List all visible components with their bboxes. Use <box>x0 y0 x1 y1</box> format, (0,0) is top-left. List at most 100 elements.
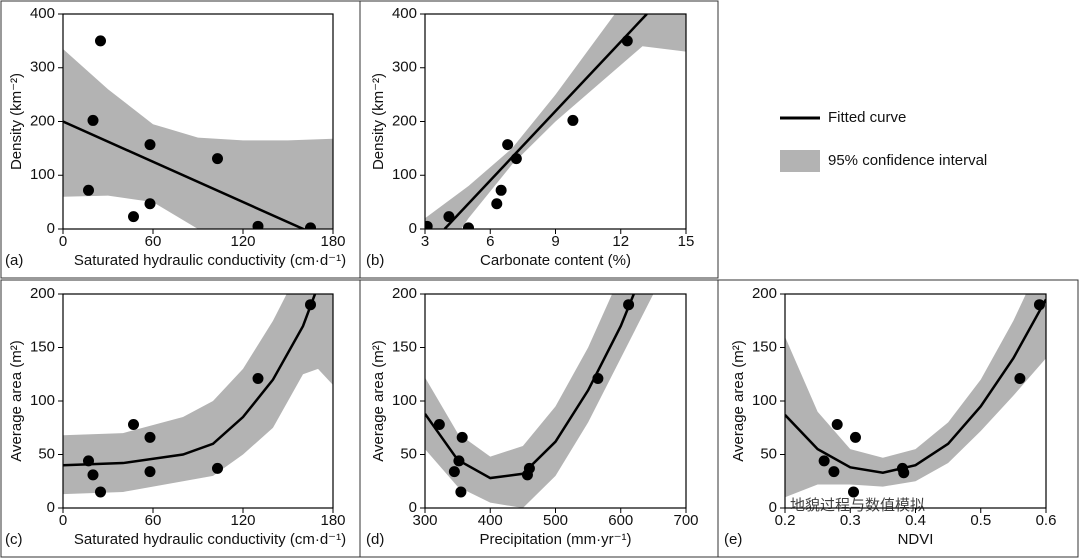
panel-label: (a) <box>5 252 23 269</box>
x-axis-label: Precipitation (mm·yr⁻¹) <box>479 531 631 548</box>
x-tick-label: 500 <box>543 512 568 529</box>
x-axis-label: NDVI <box>898 531 934 548</box>
x-tick-label: 180 <box>320 233 345 250</box>
data-point <box>87 469 99 481</box>
x-tick-label: 400 <box>478 512 503 529</box>
y-tick-label: 100 <box>752 392 777 409</box>
x-axis-label: Carbonate content (%) <box>480 252 631 269</box>
x-tick-label: 0.5 <box>970 512 991 529</box>
data-point <box>848 486 860 498</box>
x-tick-label: 120 <box>230 233 255 250</box>
y-tick-label: 200 <box>30 285 55 302</box>
confidence-band <box>425 14 686 229</box>
data-point <box>567 114 579 126</box>
data-point <box>510 153 522 165</box>
data-point <box>212 462 223 474</box>
y-tick-label: 200 <box>30 112 55 129</box>
watermark: 地貌过程与数值模拟 <box>790 497 925 514</box>
y-tick-label: 200 <box>752 285 777 302</box>
data-point <box>83 455 94 467</box>
data-point <box>502 139 514 151</box>
data-point <box>831 419 843 431</box>
panel-label: (b) <box>366 252 384 269</box>
data-point <box>849 431 861 443</box>
y-tick-label: 100 <box>30 392 55 409</box>
y-tick-label: 200 <box>392 285 417 302</box>
x-tick-label: 0 <box>59 233 67 250</box>
data-point <box>456 431 468 443</box>
x-tick-label: 12 <box>612 233 629 250</box>
plot-area <box>63 35 333 229</box>
data-point <box>144 466 156 478</box>
panel-label: (d) <box>366 531 384 548</box>
y-tick-label: 300 <box>392 59 417 76</box>
plot-area <box>425 14 686 229</box>
y-axis-label: Density (km⁻²) <box>8 73 25 170</box>
data-point <box>455 486 467 498</box>
data-point <box>443 211 455 223</box>
data-point <box>144 139 156 151</box>
data-point <box>128 211 139 223</box>
data-point <box>491 198 503 210</box>
data-point <box>305 299 316 311</box>
x-tick-label: 300 <box>412 512 437 529</box>
y-tick-label: 300 <box>30 59 55 76</box>
x-tick-label: 0.2 <box>775 512 796 529</box>
y-tick-label: 150 <box>392 338 417 355</box>
y-tick-label: 0 <box>769 499 777 516</box>
data-point <box>128 419 139 431</box>
y-tick-label: 0 <box>47 220 55 237</box>
x-axis-label: Saturated hydraulic conductivity (cm·d⁻¹… <box>74 531 346 548</box>
data-point <box>1014 373 1026 385</box>
x-tick-label: 9 <box>551 233 559 250</box>
y-tick-label: 150 <box>30 338 55 355</box>
x-tick-label: 0.3 <box>840 512 861 529</box>
panel-label: (e) <box>724 531 742 548</box>
data-point <box>898 467 910 479</box>
x-tick-label: 6 <box>486 233 494 250</box>
panel-frame <box>717 279 1079 558</box>
y-tick-label: 400 <box>30 5 55 22</box>
y-tick-label: 0 <box>47 499 55 516</box>
legend-swatch <box>780 150 820 172</box>
data-point <box>212 153 223 165</box>
panel-frame <box>359 0 719 279</box>
y-axis-label: Average area (m²) <box>730 340 747 461</box>
data-point <box>818 455 830 467</box>
confidence-band <box>63 48 333 229</box>
x-tick-label: 0.4 <box>905 512 926 529</box>
y-tick-label: 0 <box>409 220 417 237</box>
panel-label: (c) <box>5 531 23 548</box>
data-point <box>83 184 94 196</box>
data-point <box>448 466 460 478</box>
data-point <box>95 35 106 47</box>
fitted-curve <box>785 298 1046 474</box>
data-point <box>305 222 316 229</box>
y-tick-label: 50 <box>38 445 55 462</box>
y-tick-label: 150 <box>752 338 777 355</box>
data-point <box>144 198 156 210</box>
x-tick-label: 60 <box>145 512 162 529</box>
y-axis-label: Average area (m²) <box>370 340 387 461</box>
data-point <box>623 299 635 311</box>
plot-area <box>425 294 654 508</box>
confidence-band <box>785 294 1046 498</box>
y-tick-label: 100 <box>30 166 55 183</box>
x-tick-label: 0.6 <box>1036 512 1057 529</box>
y-tick-label: 200 <box>392 112 417 129</box>
y-tick-label: 100 <box>392 166 417 183</box>
data-point <box>592 373 604 385</box>
data-point <box>144 431 156 443</box>
data-point <box>828 466 840 478</box>
fitted-curve <box>63 294 317 467</box>
x-tick-label: 60 <box>145 233 162 250</box>
data-point <box>1033 299 1045 311</box>
confidence-band <box>63 294 333 495</box>
data-point <box>523 462 535 474</box>
data-point <box>453 455 465 467</box>
confidence-band <box>425 294 654 508</box>
data-point <box>463 222 474 229</box>
y-axis-label: Density (km⁻²) <box>370 73 387 170</box>
data-point <box>433 419 445 431</box>
